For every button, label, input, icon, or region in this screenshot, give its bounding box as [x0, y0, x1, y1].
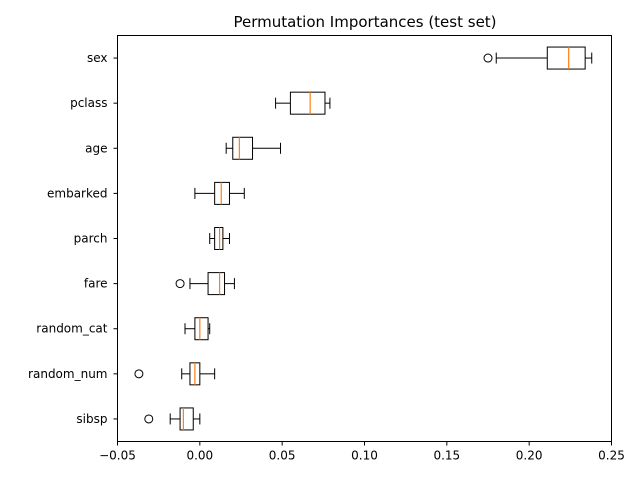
axes-frame: [117, 35, 612, 442]
x-tick-label: −0.05: [99, 449, 136, 463]
x-tick-label: 0.20: [516, 449, 543, 463]
y-tick-label: parch: [74, 232, 108, 246]
chart-title: Permutation Importances (test set): [233, 13, 496, 31]
y-tick-label: sex: [87, 51, 108, 65]
plot-area: −0.05 0.00 0.05 0.10 0.15 0.20 0.25 sex pclass ag…: [28, 46, 625, 463]
box-iqr: [214, 227, 224, 250]
x-tick-label: 0.15: [433, 449, 460, 463]
x-tick-label: 0.05: [269, 449, 296, 463]
box-iqr: [207, 272, 226, 296]
box-iqr: [232, 136, 254, 160]
x-tick-label: 0.25: [598, 449, 625, 463]
y-tick-label: embarked: [47, 186, 108, 200]
box-iqr: [214, 181, 230, 205]
y-tick-label: fare: [84, 277, 108, 291]
flier-point: [144, 414, 154, 424]
y-tick-label: random_num: [28, 367, 107, 381]
x-tick-label: 0.00: [186, 449, 213, 463]
flier-point: [134, 369, 144, 379]
y-tick-label: age: [85, 141, 107, 155]
box-iqr: [179, 407, 194, 431]
box-iqr: [546, 46, 586, 70]
flier-point: [483, 53, 493, 63]
y-tick-label: sibsp: [76, 412, 107, 426]
y-tick-label: pclass: [70, 96, 107, 110]
flier-point: [175, 279, 185, 289]
box-iqr: [194, 317, 209, 341]
y-tick-label: random_cat: [36, 322, 107, 336]
box-iqr: [289, 91, 326, 115]
x-tick-label: 0.10: [351, 449, 378, 463]
